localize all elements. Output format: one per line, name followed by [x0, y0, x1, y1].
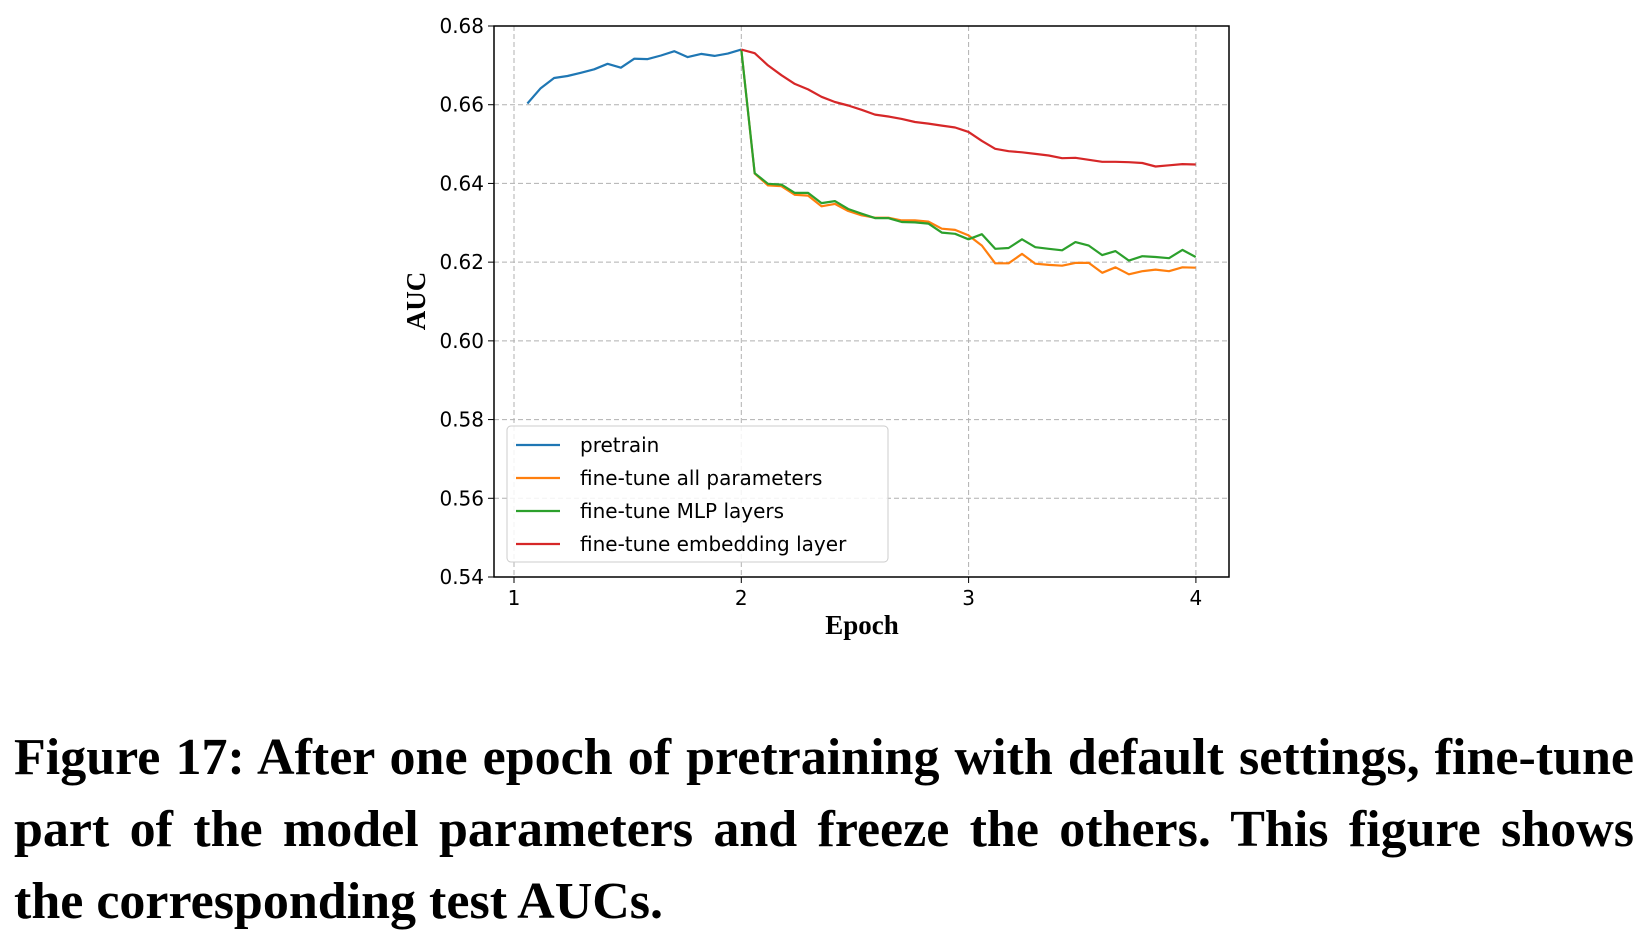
line-chart: 1 2 3 4 0.54 0.56 0.58 0.60 0.62 0.64 0.66 0.68 Epo…: [401, 14, 1230, 640]
y-tick-label: 0.54: [439, 565, 484, 589]
legend-label: pretrain: [580, 433, 659, 457]
y-axis-label: AUC: [401, 272, 431, 331]
legend: pretrain fine-tune all parameters fine-tun…: [506, 425, 889, 563]
y-tick-label: 0.66: [439, 93, 484, 117]
x-tick-label: 1: [508, 586, 521, 610]
plot-frame: [493, 25, 1230, 578]
y-tick-label: 0.68: [439, 14, 484, 38]
figure-caption: Figure 17: After one epoch of pretrainin…: [14, 729, 1634, 930]
x-tick-label: 3: [962, 586, 975, 610]
series-lines: [526, 48, 1197, 276]
y-tick-label: 0.60: [439, 329, 484, 353]
y-tick-label: 0.62: [439, 250, 484, 274]
legend-label: fine-tune MLP layers: [580, 499, 784, 523]
x-tick-label: 2: [735, 586, 748, 610]
series-line-pretrain: [526, 48, 742, 105]
series-line-fine-tune-embedding-layer: [741, 48, 1196, 168]
y-tick-label: 0.56: [439, 486, 484, 510]
legend-label: fine-tune all parameters: [580, 466, 822, 490]
x-tick-label: 4: [1190, 586, 1203, 610]
y-tick-label: 0.58: [439, 408, 484, 432]
legend-box: [506, 425, 889, 563]
legend-label: fine-tune embedding layer: [580, 532, 847, 556]
y-tick-label: 0.64: [439, 171, 484, 195]
series-line-fine-tune-all-parameters: [740, 49, 1196, 276]
ticks: 1 2 3 4 0.54 0.56 0.58 0.60 0.62 0.64 0.66 0.68: [439, 14, 1202, 610]
x-axis-label: Epoch: [825, 610, 899, 640]
series-line-fine-tune-MLP-layers: [740, 49, 1197, 262]
